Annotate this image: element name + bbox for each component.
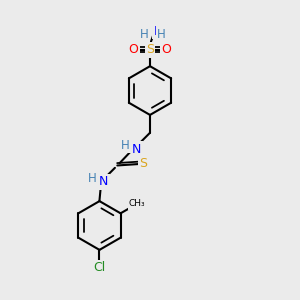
Text: H: H <box>140 28 149 41</box>
Text: Cl: Cl <box>93 261 106 274</box>
Text: H: H <box>121 139 130 152</box>
Text: S: S <box>139 158 147 170</box>
Text: O: O <box>129 43 139 56</box>
Text: CH₃: CH₃ <box>129 199 146 208</box>
Text: H: H <box>157 28 166 41</box>
Text: N: N <box>99 175 109 188</box>
Text: O: O <box>161 43 171 56</box>
Text: N: N <box>154 25 163 38</box>
Text: H: H <box>88 172 97 185</box>
Text: N: N <box>132 142 141 156</box>
Text: S: S <box>146 43 154 56</box>
